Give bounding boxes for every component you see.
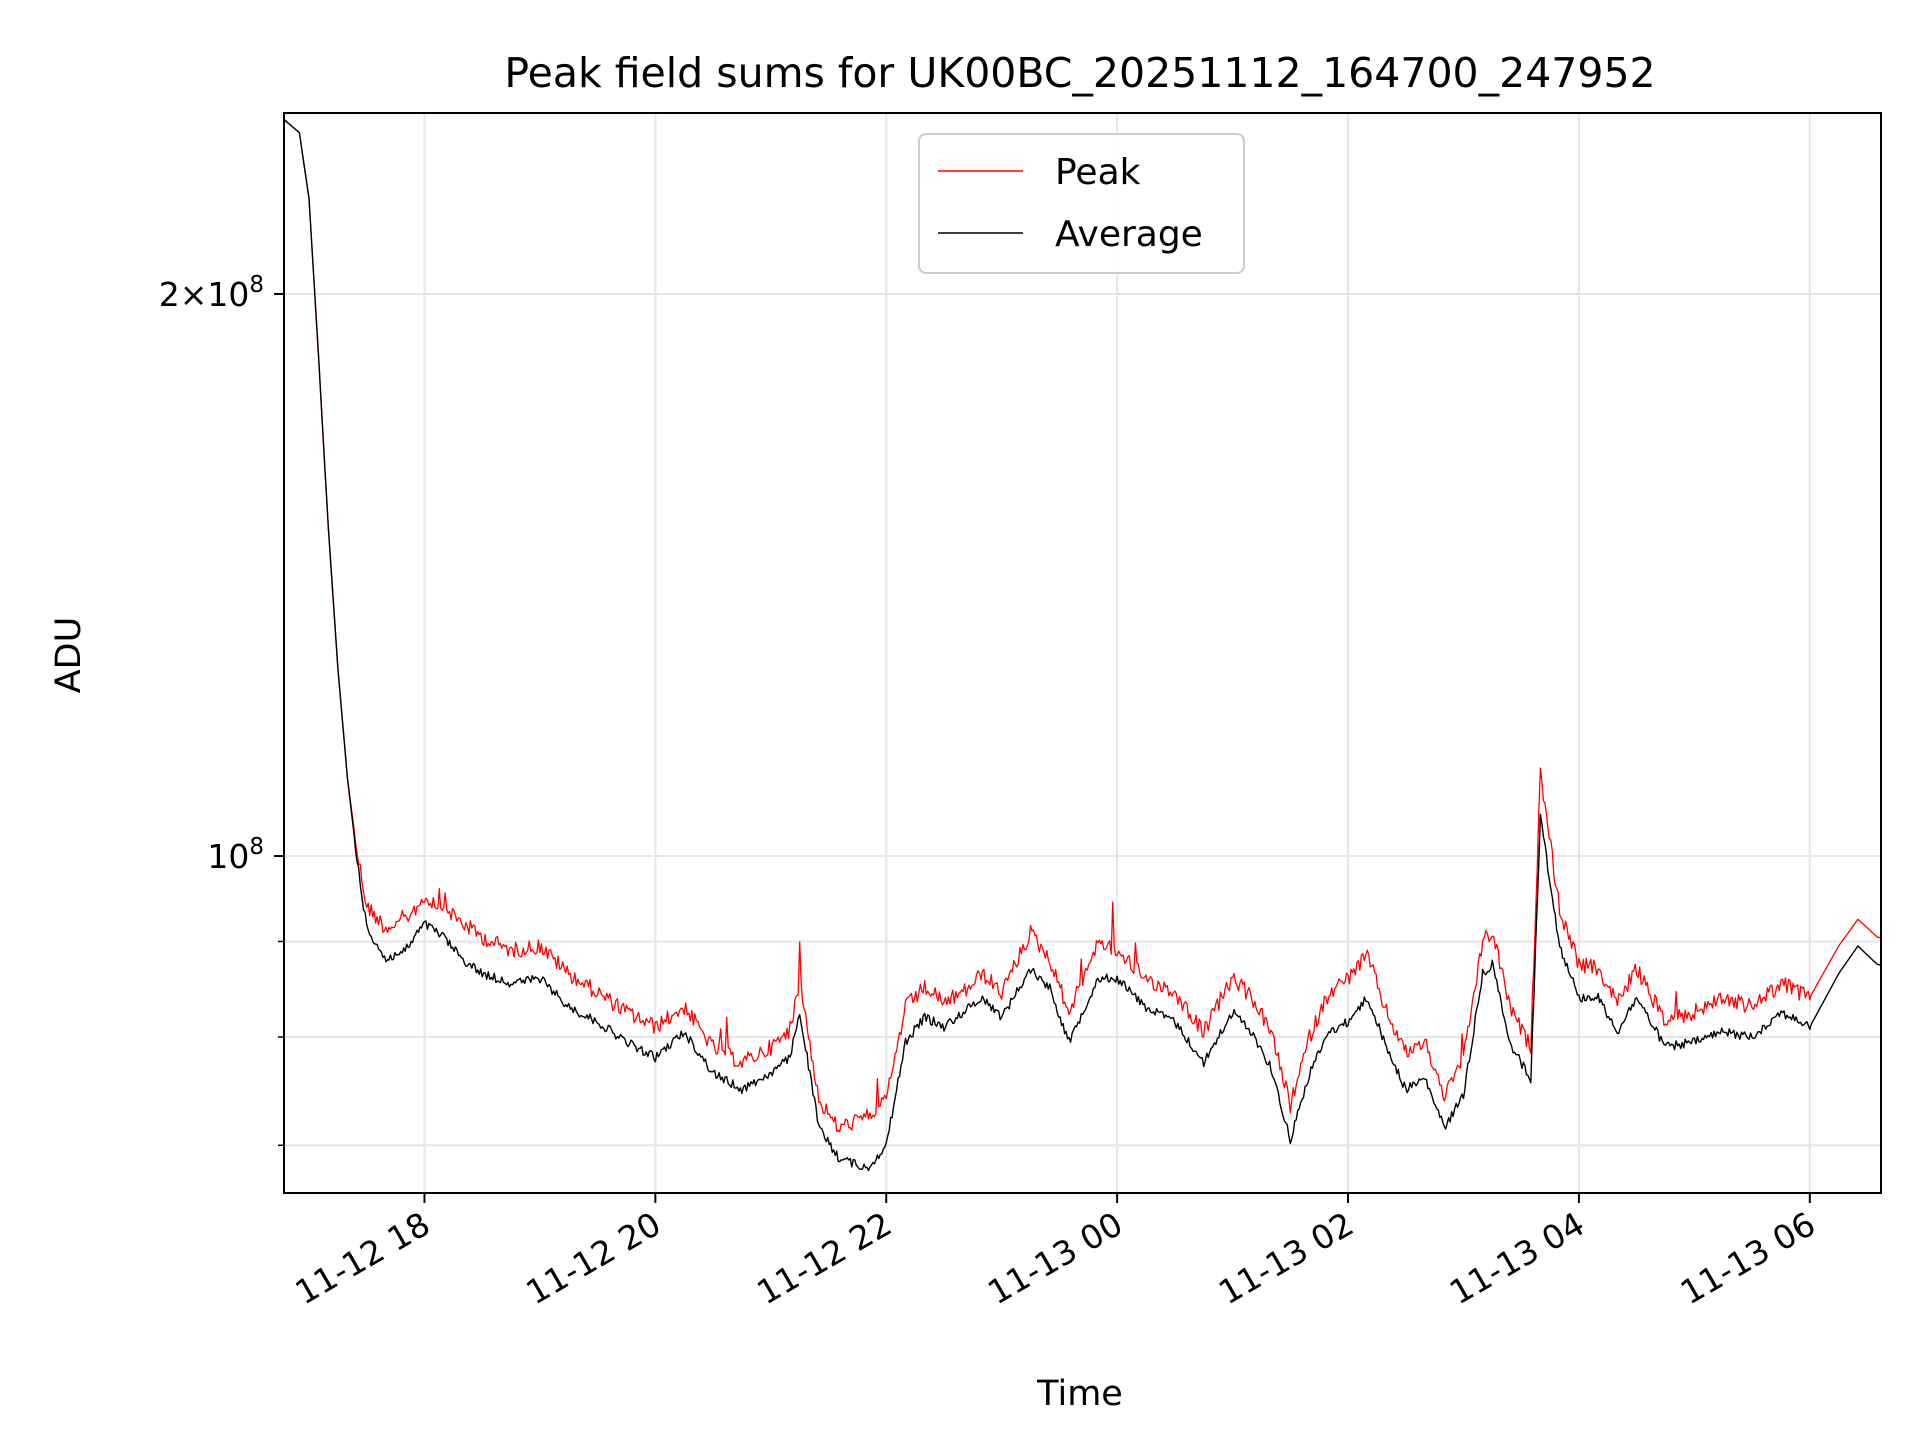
- series-line-peak: [284, 119, 1881, 1133]
- legend-label-average: Average: [1055, 214, 1203, 255]
- legend-box: [918, 133, 1245, 274]
- series-lines: [284, 118, 1881, 1172]
- series-line-average: [284, 118, 1881, 1172]
- y-tick-label: 108: [207, 834, 264, 876]
- legend-label-peak: Peak: [1055, 152, 1141, 193]
- y-tick-label: 2×108: [159, 272, 264, 314]
- chart-title: Peak field sums for UK00BC_20251112_1647…: [504, 49, 1655, 97]
- plot-frame: [283, 112, 1882, 1194]
- x-axis-label: Time: [1036, 1374, 1123, 1414]
- y-axis-label: ADU: [49, 617, 89, 694]
- legend: Peak Average: [918, 133, 1245, 274]
- grid: [284, 113, 1881, 1193]
